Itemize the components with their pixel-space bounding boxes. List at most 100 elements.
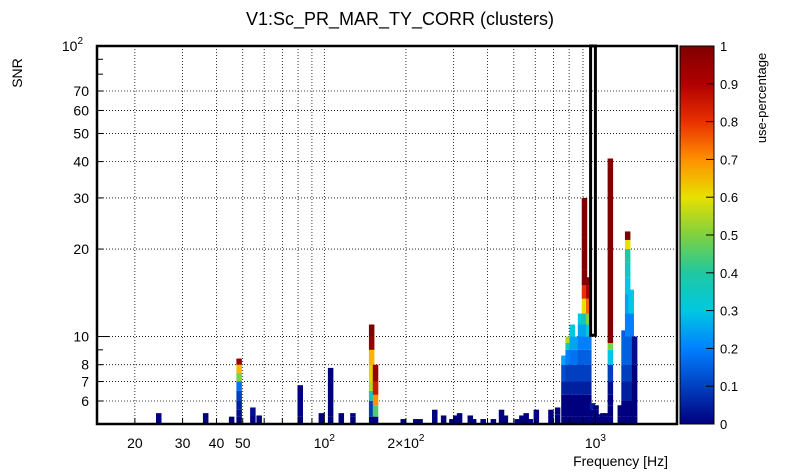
heatmap-cell [368, 336, 375, 350]
heatmap-cell [593, 416, 599, 424]
heatmap-cell [440, 415, 447, 424]
heatmap-cell [607, 343, 614, 350]
heatmap-cell [368, 416, 375, 424]
heatmap-cell [577, 394, 584, 417]
heatmap-cell [573, 349, 580, 365]
x-axis-label: Frequency [Hz] [573, 453, 668, 469]
heatmap-cell [480, 419, 486, 424]
heatmap-cell [569, 324, 575, 337]
heatmap-cell [624, 364, 631, 382]
heatmap-cell [586, 349, 592, 365]
heatmap-cell [603, 416, 609, 424]
heatmap-cell [519, 415, 525, 424]
colorbar-tick-label: 0.9 [720, 77, 738, 92]
heatmap-cell [514, 419, 521, 424]
heatmap-cell [565, 394, 571, 417]
y-tick-label: 50 [73, 125, 89, 141]
heatmap-cell [624, 231, 631, 240]
y-tick-label: 60 [73, 102, 89, 118]
y-tick-label: 6 [81, 393, 89, 409]
heatmap-cell [561, 416, 567, 424]
heatmap-cell [250, 415, 256, 424]
heatmap-cell [368, 381, 375, 391]
heatmap-cell [581, 269, 588, 286]
heatmap-cell [628, 289, 634, 314]
heatmap-cell [577, 364, 584, 382]
y-tick-label: 30 [73, 190, 89, 206]
heatmap-cell [624, 336, 631, 365]
heatmap-cell [600, 416, 606, 424]
heatmap-cell [607, 405, 614, 417]
heatmap-cell [624, 294, 631, 314]
y-tick-base: 6 [81, 393, 89, 409]
heatmap-cell [596, 416, 603, 424]
heatmap-cell [236, 409, 242, 417]
heatmap-cell [624, 313, 631, 337]
heatmap-cell [565, 364, 571, 382]
colorbar-tick-label: 0.1 [720, 379, 738, 394]
x-tick-base: 10 [585, 435, 601, 451]
heatmap-cell [569, 394, 575, 417]
heatmap-cell [533, 409, 540, 424]
heatmap-cell [565, 381, 571, 395]
heatmap-cell [569, 381, 575, 395]
heatmap-cell [628, 364, 634, 382]
y-tick-label: 102 [62, 36, 84, 54]
y-tick-base: 30 [73, 190, 89, 206]
heatmap-cell [607, 349, 614, 365]
heatmap-cell [581, 349, 588, 365]
heatmap-cell [368, 324, 375, 337]
x-tick-exponent: 2 [419, 433, 425, 444]
heatmap-cell [628, 313, 634, 337]
heatmap-cell [432, 409, 438, 424]
heatmap-cell [573, 364, 580, 382]
heatmap-cell [502, 415, 509, 424]
heatmap-cell [628, 400, 634, 417]
heatmap-cell [327, 416, 334, 424]
heatmap-cell [631, 364, 638, 401]
heatmap-cell [236, 372, 242, 382]
heatmap-cell [593, 405, 599, 410]
colorbar-tick-label: 0.7 [720, 152, 738, 167]
heatmap-cell [372, 405, 379, 417]
heatmap-cell [456, 413, 463, 424]
heatmap-cell [586, 324, 592, 337]
y-tick-label: 40 [73, 154, 89, 170]
heatmap-cell [236, 364, 242, 373]
heatmap-cell [417, 419, 423, 424]
heatmap-cell [624, 416, 631, 424]
heatmap-cell [624, 381, 631, 401]
heatmap-cell [600, 413, 606, 417]
heatmap-cell [581, 313, 588, 325]
plot-frame [95, 44, 679, 426]
heatmap-cell [586, 277, 592, 286]
heatmap-cell [297, 385, 303, 417]
y-tick-base: 7 [81, 374, 89, 390]
heatmap-cell [607, 394, 614, 406]
heatmap-cell [589, 416, 596, 424]
heatmap-cell [621, 416, 627, 424]
heatmap-cell [573, 381, 580, 395]
heatmap-cell [368, 390, 375, 401]
heatmap-cell [256, 415, 262, 424]
heatmap-cell [156, 413, 162, 424]
x-tick-label: 50 [235, 435, 251, 451]
heatmap-cell [617, 405, 624, 417]
heatmap-cell [631, 336, 638, 365]
y-tick-base: 8 [81, 357, 89, 373]
x-tick-label: 103 [585, 433, 607, 451]
heatmap-cell [581, 324, 588, 337]
heatmap-cell [372, 364, 379, 382]
heatmap-cells [156, 158, 638, 424]
heatmap-cell [338, 413, 345, 424]
y-tick-base: 50 [73, 125, 89, 141]
heatmap-cell [581, 416, 588, 424]
heatmap-cell [569, 336, 575, 350]
heatmap-cell [603, 413, 609, 417]
heatmap-cell [628, 381, 634, 401]
heatmap-cell [350, 416, 356, 424]
heatmap-cell [581, 364, 588, 382]
heatmap-cell [586, 416, 592, 424]
heatmap-cell [350, 413, 356, 417]
